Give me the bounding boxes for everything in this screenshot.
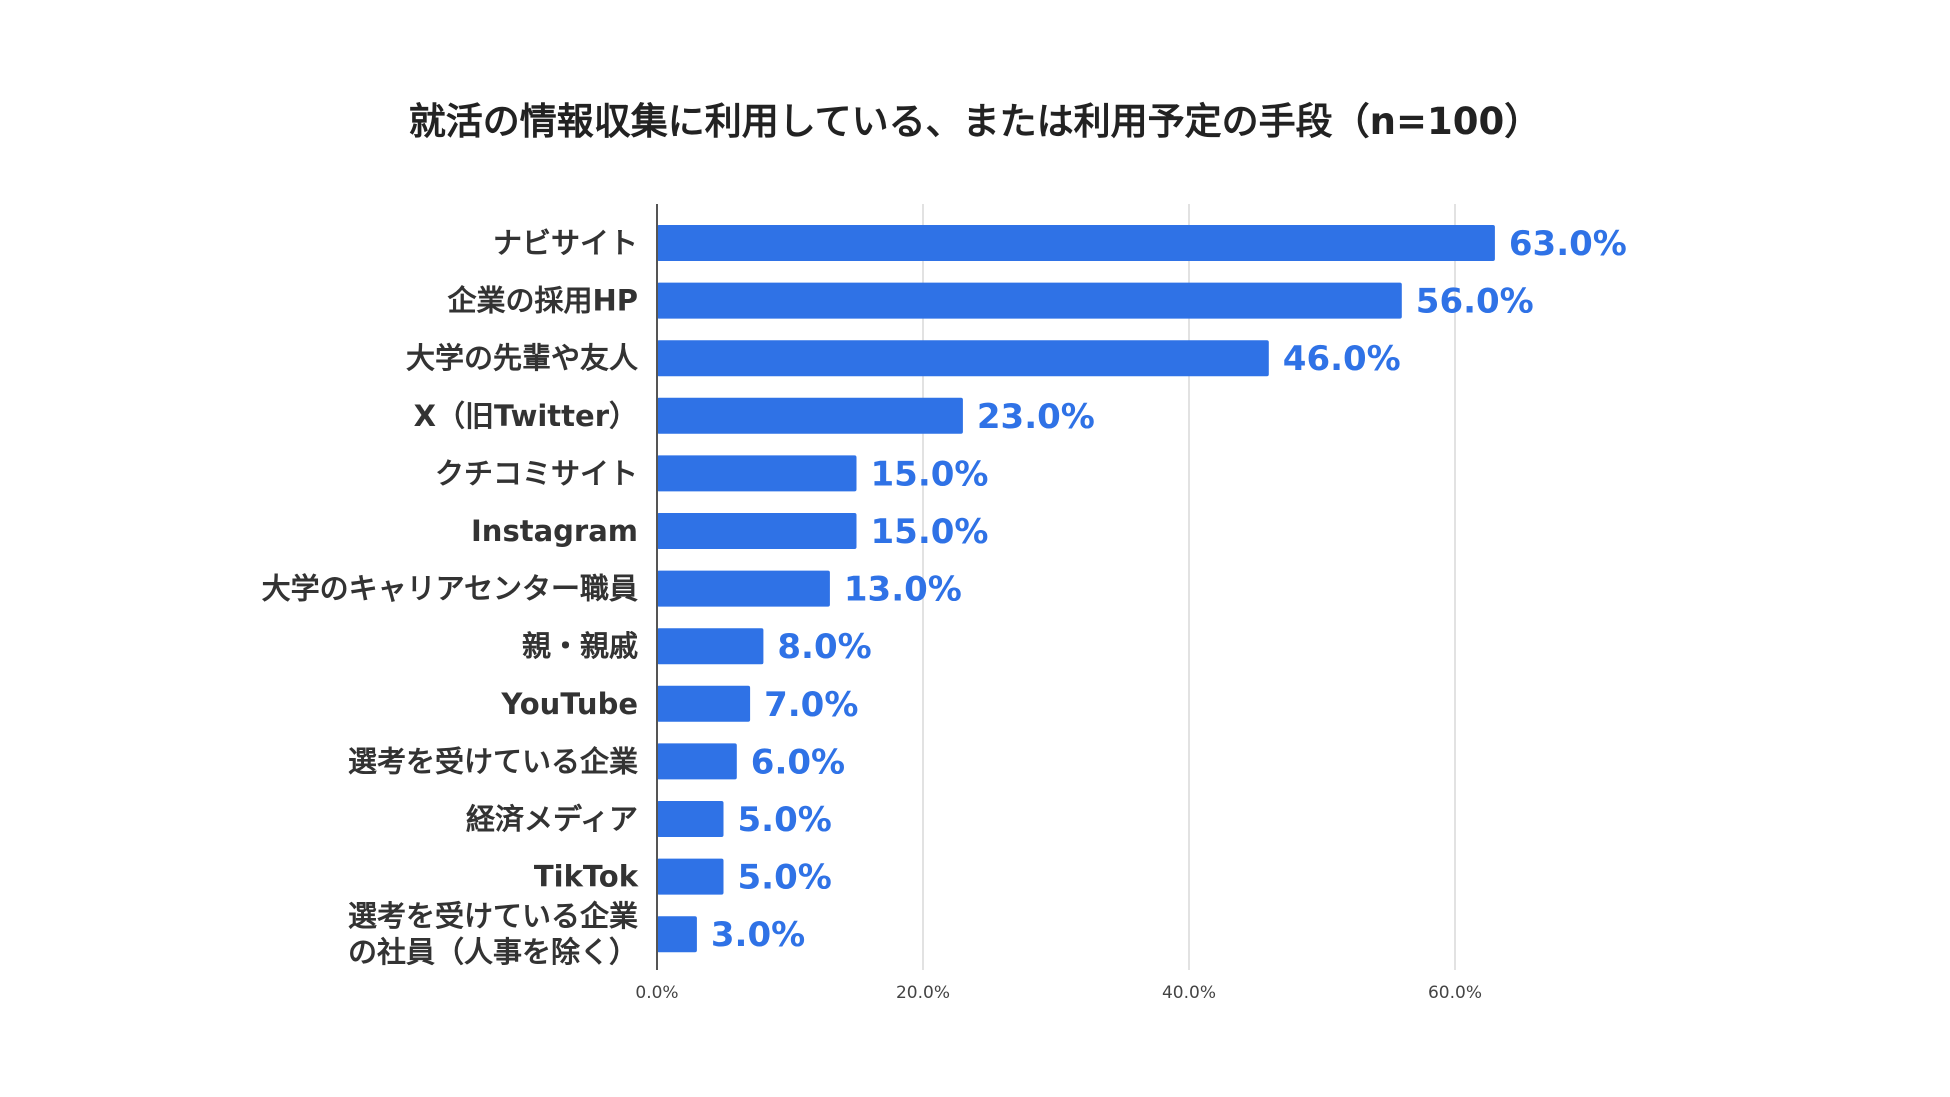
category-label: TikTok bbox=[534, 860, 639, 894]
data-label: 8.0% bbox=[777, 627, 871, 667]
bar bbox=[657, 801, 724, 837]
category-label-line: 経済メディア bbox=[466, 802, 638, 836]
x-tick-label: 20.0% bbox=[896, 983, 950, 1003]
category-label: 選考を受けている企業の社員（人事を除く） bbox=[348, 899, 638, 969]
category-label: ナビサイト bbox=[493, 226, 638, 260]
category-label-line: 大学の先輩や友人 bbox=[406, 341, 638, 375]
category-label: YouTube bbox=[500, 687, 638, 721]
category-label: X（旧Twitter） bbox=[414, 399, 638, 433]
data-label: 6.0% bbox=[751, 742, 845, 782]
bar bbox=[657, 225, 1495, 261]
value-labels: 63.0% 56.0% 46.0% 23.0% 15.0% 15.0% 13.0% 8.0% 7… bbox=[711, 224, 1627, 955]
x-tick-label: 40.0% bbox=[1162, 983, 1216, 1003]
bar bbox=[657, 570, 830, 607]
data-label: 15.0% bbox=[871, 512, 989, 552]
category-label: 選考を受けている企業 bbox=[348, 744, 638, 778]
bar bbox=[657, 513, 857, 549]
bar bbox=[657, 916, 697, 953]
x-tick-label: 60.0% bbox=[1428, 983, 1482, 1003]
category-label-line: ナビサイト bbox=[493, 226, 638, 260]
data-label: 7.0% bbox=[764, 685, 858, 725]
category-label-line: 親・親戚 bbox=[522, 629, 638, 663]
data-label: 63.0% bbox=[1509, 224, 1627, 264]
category-label: 親・親戚 bbox=[522, 629, 638, 663]
category-label: 大学のキャリアセンター職員 bbox=[262, 572, 638, 606]
category-label-line: の社員（人事を除く） bbox=[348, 935, 638, 969]
category-label: 企業の採用HP bbox=[447, 284, 638, 318]
category-label-line: 大学のキャリアセンター職員 bbox=[262, 572, 638, 606]
data-label: 5.0% bbox=[738, 858, 832, 898]
grid-lines bbox=[922, 204, 1456, 970]
category-label: Instagram bbox=[471, 514, 638, 548]
category-label-line: クチコミサイト bbox=[435, 456, 638, 490]
bar bbox=[657, 858, 724, 895]
data-label: 56.0% bbox=[1416, 282, 1534, 322]
category-label-line: TikTok bbox=[534, 860, 639, 894]
category-label-line: 企業の採用HP bbox=[447, 284, 638, 318]
category-label-line: 選考を受けている企業 bbox=[348, 744, 638, 778]
category-label-line: 選考を受けている企業 bbox=[348, 899, 638, 933]
data-label: 46.0% bbox=[1283, 339, 1401, 379]
bar bbox=[657, 340, 1269, 377]
bar bbox=[657, 282, 1402, 319]
data-label: 23.0% bbox=[977, 397, 1095, 437]
category-label: 経済メディア bbox=[466, 802, 638, 836]
category-label-line: YouTube bbox=[500, 687, 638, 721]
data-label: 3.0% bbox=[711, 915, 805, 955]
x-tick-label: 0.0% bbox=[635, 983, 678, 1003]
bar bbox=[657, 685, 751, 722]
bars bbox=[657, 225, 1495, 953]
data-label: 13.0% bbox=[844, 570, 962, 610]
bar bbox=[657, 397, 963, 434]
category-label: クチコミサイト bbox=[435, 456, 638, 490]
bar bbox=[657, 455, 857, 492]
bar bbox=[657, 743, 737, 780]
data-label: 5.0% bbox=[738, 800, 832, 840]
chart-title: 就活の情報収集に利用している、または利用予定の手段（n=100） bbox=[409, 100, 1541, 143]
bar bbox=[657, 628, 764, 665]
category-label: 大学の先輩や友人 bbox=[406, 341, 638, 375]
category-label-line: Instagram bbox=[471, 514, 638, 548]
category-label-line: X（旧Twitter） bbox=[414, 399, 638, 433]
data-label: 15.0% bbox=[871, 454, 989, 494]
x-axis-ticks: 0.0% 20.0% 40.0% 60.0% bbox=[635, 983, 1482, 1003]
